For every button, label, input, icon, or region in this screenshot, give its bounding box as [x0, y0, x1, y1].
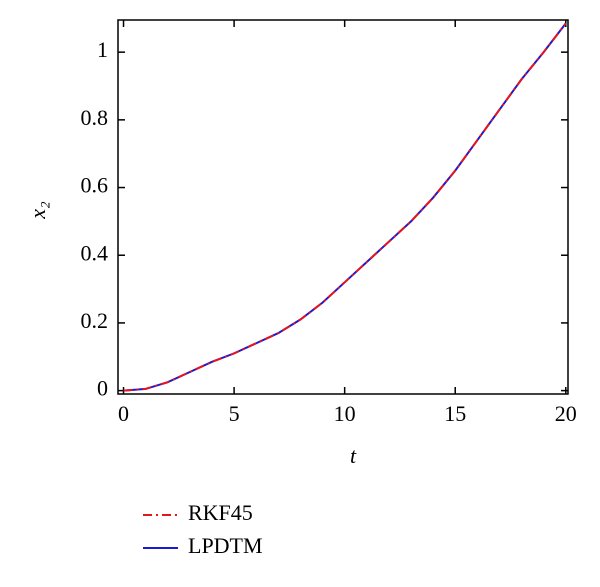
- y-tick-label: 0.8: [81, 105, 109, 130]
- x-tick-label: 10: [334, 401, 356, 426]
- x-tick-label: 20: [555, 401, 577, 426]
- x-tick-label: 0: [118, 401, 129, 426]
- y-tick-label: 1: [97, 37, 108, 62]
- plot-frame: [117, 19, 569, 395]
- y-tick-label: 0.4: [81, 240, 109, 265]
- y-tick-label: 0.2: [81, 308, 109, 333]
- y-tick-label: 0.6: [81, 173, 109, 198]
- x-tick-label: 15: [444, 401, 466, 426]
- y-tick-label: 0: [97, 376, 108, 401]
- x-axis-label: t: [350, 443, 357, 468]
- x-tick-label: 5: [229, 401, 240, 426]
- series-line: [123, 22, 567, 392]
- series-line: [123, 22, 567, 392]
- legend-label: LPDTM: [188, 533, 263, 558]
- y-axis-label: x₂: [25, 201, 50, 220]
- legend-label: RKF45: [188, 500, 253, 525]
